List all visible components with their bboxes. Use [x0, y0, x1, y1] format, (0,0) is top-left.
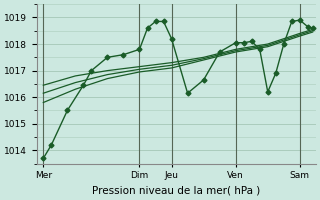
X-axis label: Pression niveau de la mer( hPa ): Pression niveau de la mer( hPa ) [92, 186, 260, 196]
